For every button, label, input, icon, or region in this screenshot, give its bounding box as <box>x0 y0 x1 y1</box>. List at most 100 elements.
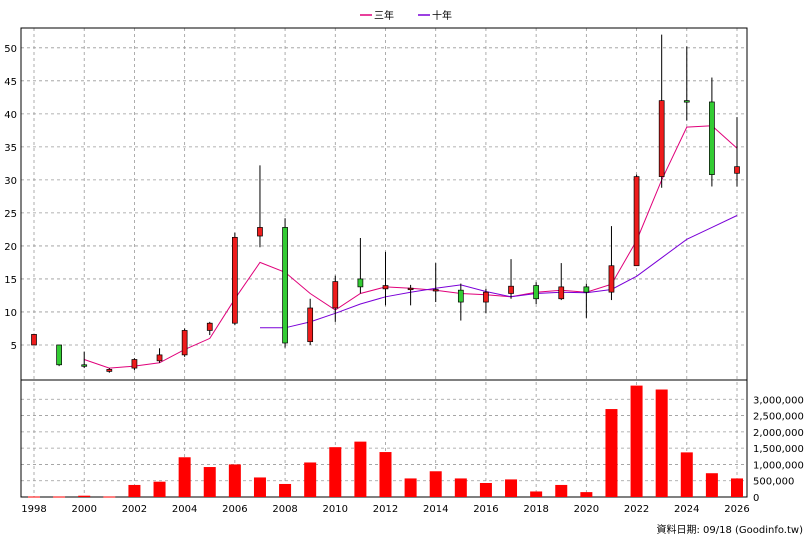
candlesticks <box>31 34 740 373</box>
volume-bar <box>379 452 392 497</box>
volume-tick-label: 500,000 <box>753 477 794 488</box>
price-tick-label: 30 <box>4 176 17 187</box>
candle-body <box>558 286 565 300</box>
candle-body <box>31 334 37 346</box>
volume-bar <box>28 496 40 498</box>
price-tick-label: 50 <box>4 44 17 55</box>
candle-body <box>181 330 188 356</box>
price-tick-label: 5 <box>11 341 17 352</box>
volume-bar <box>479 482 492 497</box>
volume-bar <box>555 484 568 497</box>
volume-tick-label: 1,500,000 <box>753 444 804 455</box>
candle-body <box>357 278 364 288</box>
volume-tick-label: 2,000,000 <box>753 428 804 439</box>
volume-bar <box>731 478 743 497</box>
candle-body <box>709 101 715 175</box>
price-axis: 5 10 15 20 25 30 35 40 45 50 <box>4 44 17 352</box>
candle-body <box>232 236 238 324</box>
candle-body <box>432 289 439 292</box>
price-tick-label: 25 <box>4 209 17 220</box>
candle-body <box>282 227 288 344</box>
price-tick-label: 35 <box>4 143 17 154</box>
candle-body <box>382 285 389 290</box>
x-tick-label: 2014 <box>423 504 448 515</box>
volume-bar <box>655 389 668 497</box>
candle-body <box>583 286 590 293</box>
x-tick-label: 2018 <box>523 504 548 515</box>
volume-bar <box>103 496 116 498</box>
volume-bar <box>680 452 693 497</box>
volume-bar <box>329 447 342 497</box>
x-tick-label: 2000 <box>71 504 96 515</box>
volume-bar <box>505 479 518 497</box>
legend: 三年 十年 <box>360 9 452 22</box>
price-tick-label: 15 <box>4 275 17 286</box>
x-axis: 1998 2000 2002 2004 2006 2008 2010 2012 2014 2016… <box>21 504 749 515</box>
volume-bar <box>153 481 166 497</box>
volume-bar <box>304 462 317 497</box>
x-tick-label: 2010 <box>323 504 348 515</box>
price-tick-label: 40 <box>4 110 17 121</box>
volume-bar <box>253 477 266 497</box>
x-tick-label: 1998 <box>21 504 46 515</box>
candle-body <box>658 100 665 177</box>
volume-bar <box>128 484 141 497</box>
candle-body <box>407 287 414 291</box>
volume-bar <box>53 496 66 498</box>
candle-body <box>106 369 113 372</box>
candle-body <box>633 176 640 267</box>
x-tick-label: 2024 <box>674 504 699 515</box>
volume-axis: 0 500,000 1,000,000 1,500,000 2,000,000 2,500… <box>753 395 804 504</box>
candle-body <box>483 291 489 303</box>
legend-label: 十年 <box>432 9 452 22</box>
volume-bar <box>228 464 241 497</box>
volume-tick-label: 1,000,000 <box>753 460 804 471</box>
footer-source-text: 資料日期: 09/18 (Goodinfo.tw) <box>656 523 803 536</box>
volume-bar <box>354 441 367 497</box>
x-tick-label: 2016 <box>473 504 498 515</box>
volume-bar <box>279 483 292 497</box>
x-tick-label: 2026 <box>724 504 749 515</box>
candle-body <box>257 227 263 237</box>
candle-body <box>131 359 138 369</box>
x-tick-label: 2008 <box>272 504 297 515</box>
volume-bar <box>203 467 216 497</box>
x-tick-label: 2006 <box>222 504 247 515</box>
volume-bar <box>580 492 593 497</box>
candle-body <box>81 364 88 367</box>
x-tick-label: 2012 <box>373 504 398 515</box>
series-line <box>260 215 738 329</box>
price-tick-label: 10 <box>4 308 17 319</box>
candle-body <box>734 166 740 174</box>
volume-bar <box>705 473 718 497</box>
volume-bars <box>28 385 743 498</box>
candle-body <box>508 285 514 294</box>
volume-bar <box>530 491 543 497</box>
grid <box>21 28 747 497</box>
volume-tick-label: 2,500,000 <box>753 412 804 423</box>
x-tick-label: 2020 <box>574 504 599 515</box>
price-tick-label: 45 <box>4 77 17 88</box>
x-tick-label: 2022 <box>624 504 649 515</box>
x-tick-label: 2002 <box>122 504 147 515</box>
volume-bar <box>605 409 618 497</box>
price-tick-label: 20 <box>4 242 17 253</box>
volume-tick-label: 3,000,000 <box>753 395 804 406</box>
candle-body <box>608 265 615 293</box>
candle-body <box>206 322 213 331</box>
volume-bar <box>630 385 643 497</box>
volume-bar <box>454 478 467 497</box>
volume-bar <box>429 471 442 497</box>
x-tick-label: 2004 <box>172 504 197 515</box>
candle-body <box>533 285 539 300</box>
volume-bar <box>178 457 191 497</box>
candle-body <box>683 100 690 103</box>
candle-body <box>56 344 62 366</box>
volume-bar <box>78 495 91 497</box>
candle-body <box>332 281 339 309</box>
candle-body <box>307 307 314 343</box>
legend-label: 三年 <box>374 9 394 22</box>
volume-tick-label: 0 <box>753 493 759 504</box>
